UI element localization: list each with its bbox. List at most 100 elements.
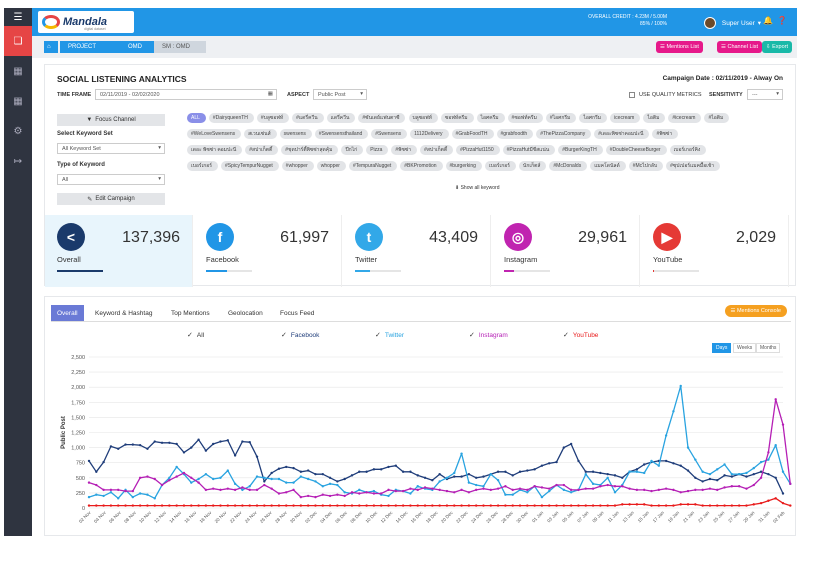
keyword-tag[interactable]: #ThePizzaCompany (536, 129, 592, 139)
projects-nav-icon[interactable]: ❏ (4, 26, 32, 56)
keyword-tag[interactable]: #PizzaHutมีชีสแน่น (502, 145, 556, 155)
keyword-tag[interactable]: #ซุปเปอร์แมคมื้อเช้า (666, 161, 721, 171)
stat-card-overall[interactable]: <137,396 Overall (45, 215, 193, 287)
keyword-tag[interactable]: #Mcไปกลับ (628, 161, 664, 171)
quality-metrics-checkbox[interactable] (629, 92, 635, 98)
keyword-tag[interactable]: swensens (279, 129, 312, 139)
keyword-tag[interactable]: เบอร์เกอร์ (187, 161, 218, 171)
keyword-tag[interactable]: ไอศครีม (476, 113, 505, 123)
time-frame-input[interactable]: 02/11/2019 - 02/02/2020 ▦ (95, 89, 277, 100)
tab-top-mentions[interactable]: Top Mentions (171, 309, 210, 317)
keyword-tag[interactable]: ปีกไก่ (341, 145, 364, 155)
keyword-tag[interactable]: #grabfoodth (496, 129, 534, 139)
edit-campaign-button[interactable]: ✎ Edit Campaign (57, 193, 165, 205)
keyword-tag[interactable]: เบอร์เกอร์คิง (669, 145, 707, 155)
breadcrumb-sm-omd[interactable]: SM : OMD (154, 41, 206, 53)
breadcrumb-project[interactable]: PROJECT (60, 41, 122, 53)
tab-geolocation[interactable]: Geolocation (228, 309, 263, 317)
x-tick-label: 23 Jan (697, 510, 711, 524)
stat-card-twitter[interactable]: t 43,409 Twitter (343, 215, 491, 287)
keyword-tag[interactable]: #บลูซอฟท์ (256, 113, 290, 123)
channel-list-button[interactable]: ☰ Channel List (717, 41, 763, 53)
bell-icon[interactable]: 🔔 (763, 16, 773, 25)
settings-nav-icon[interactable]: ⚙ (13, 125, 23, 137)
keyword-tag[interactable]: ไอติม (643, 113, 666, 123)
keyword-tag[interactable]: #PizzaHut1150 (456, 145, 500, 155)
keyword-tag[interactable]: เบอร์เกอร์ (484, 161, 516, 171)
hamburger-menu-icon[interactable]: ☰ (4, 8, 32, 26)
keyword-type-select[interactable]: All ▾ (57, 174, 165, 185)
document-nav-icon[interactable]: ▦ (13, 95, 23, 107)
keyword-tag[interactable]: #ไอศกรีม (545, 113, 577, 123)
keyword-tag[interactable]: #ไอติม (704, 113, 730, 123)
legend-twitter[interactable]: ✓ Twitter (375, 331, 404, 340)
range-months-button[interactable]: Months (756, 343, 781, 353)
export-button[interactable]: ⇩ Export (762, 41, 793, 53)
keyword-tag[interactable]: #สปาเก็ตตี้ (245, 145, 279, 155)
keyword-tag[interactable]: #icecream (668, 113, 702, 123)
keyword-tag[interactable]: #TempuraNugget (348, 161, 398, 171)
keyword-tag[interactable]: #DairyqueenTH (208, 113, 254, 123)
keyword-tag[interactable]: #BKPromotion (400, 161, 443, 171)
breadcrumb-omd[interactable]: OMD (120, 41, 156, 53)
tab-keyword-hashtag[interactable]: Keyword & Hashtag (95, 309, 153, 317)
keyword-tag[interactable]: แมคโดนัลด์ (590, 161, 626, 171)
keyword-tag[interactable]: 1112Delivery (410, 129, 449, 139)
keyword-tag[interactable]: เดอะ พิซซ่า คอมปะนี (187, 145, 243, 155)
keyword-tag[interactable]: #McDonalds (549, 161, 588, 171)
keyword-tag[interactable]: ซอฟท์ครีม (440, 113, 474, 123)
logout-nav-icon[interactable]: ↦ (13, 155, 23, 167)
home-icon[interactable]: ⌂ (44, 41, 58, 53)
focus-channel-button[interactable]: ▼ Focus Channel (57, 114, 165, 126)
keyword-tag[interactable]: #SpicyTempurNugget (220, 161, 279, 171)
keyword-tag[interactable]: บลูซอฟท์ (408, 113, 438, 123)
keyword-tag[interactable]: #แดรี่ควีน (292, 113, 324, 123)
keyword-tag[interactable]: #พิซซ่า (652, 129, 679, 139)
stat-card-youtube[interactable]: ▶ 2,029 YouTube (641, 215, 789, 287)
tab-overall[interactable]: Overall (51, 305, 84, 321)
legend-all[interactable]: ✓ All (187, 331, 204, 340)
keyword-tag[interactable]: นักเก็ตส์ (518, 161, 547, 171)
keyword-set-select[interactable]: All Keyword Set ▾ (57, 143, 165, 154)
keyword-tag[interactable]: #ซันเดย์แฟนตาซี (358, 113, 406, 123)
range-weeks-button[interactable]: Weeks (733, 343, 757, 353)
tab-focus-feed[interactable]: Focus Feed (280, 309, 315, 317)
keyword-tag[interactable]: แดรี่ควีน (326, 113, 356, 123)
legend-facebook[interactable]: ✓ Facebook (281, 331, 319, 340)
user-menu[interactable]: Super User ▾ (703, 17, 761, 29)
range-days-button[interactable]: Days (712, 343, 732, 353)
keyword-tag[interactable]: #DoubleCheeseBurger (605, 145, 667, 155)
help-icon[interactable]: ❓ (777, 16, 787, 25)
keyword-tag[interactable]: #WeLoveSwensens (187, 129, 242, 139)
tag-all[interactable]: ALL (187, 113, 206, 123)
keyword-tag[interactable]: #พิซซ่า (391, 145, 418, 155)
data-point (548, 462, 551, 465)
keyword-tag[interactable]: #GrabFoodTH (451, 129, 494, 139)
stat-card-facebook[interactable]: f 61,997 Facebook (194, 215, 342, 287)
keyword-tag[interactable]: #ชุดปาร์ตี้พิซซ่าสุดคุ้ม (281, 145, 339, 155)
keyword-tag[interactable]: #Swensens (371, 129, 408, 139)
keyword-tag[interactable]: ไอศกรีม (579, 113, 608, 123)
mentions-list-button[interactable]: ☰ Mentions List (656, 41, 703, 53)
keyword-tag[interactable]: #สปาเก็ตตี้ (420, 145, 454, 155)
mentions-console-button[interactable]: ☰ Mentions Console (724, 305, 787, 317)
stat-progress-bar (355, 270, 401, 272)
keyword-tag[interactable]: #burgerking (445, 161, 482, 171)
keyword-tag[interactable]: #whopper (281, 161, 314, 171)
grid-nav-icon[interactable]: ▦ (13, 65, 23, 77)
keyword-tag[interactable]: #ซอฟท์ครีม (507, 113, 543, 123)
legend-instagram[interactable]: ✓ Instagram (469, 331, 508, 340)
keyword-tag[interactable]: #เดอะพิซซ่าคอมปะนี (594, 129, 650, 139)
keyword-tag[interactable]: #Swensensthailand (314, 129, 369, 139)
app-logo[interactable]: Mandala digital dataset (38, 11, 134, 33)
stat-card-instagram[interactable]: ◎ 29,961 Instagram (492, 215, 640, 287)
aspect-select[interactable]: Public Post ▾ (313, 89, 367, 100)
sensitivity-select[interactable]: --- ▾ (747, 89, 783, 100)
show-all-keyword-link[interactable]: ⬇ Show all keyword (455, 185, 500, 191)
keyword-tag[interactable]: whopper (316, 161, 346, 171)
keyword-tag[interactable]: #BurgerKingTH (558, 145, 603, 155)
keyword-tag[interactable]: สเวนเซ่นส์ (244, 129, 277, 139)
keyword-tag[interactable]: icecream (610, 113, 641, 123)
keyword-tag[interactable]: Pizza (366, 145, 389, 155)
legend-youtube[interactable]: ✓ YouTube (563, 331, 598, 340)
